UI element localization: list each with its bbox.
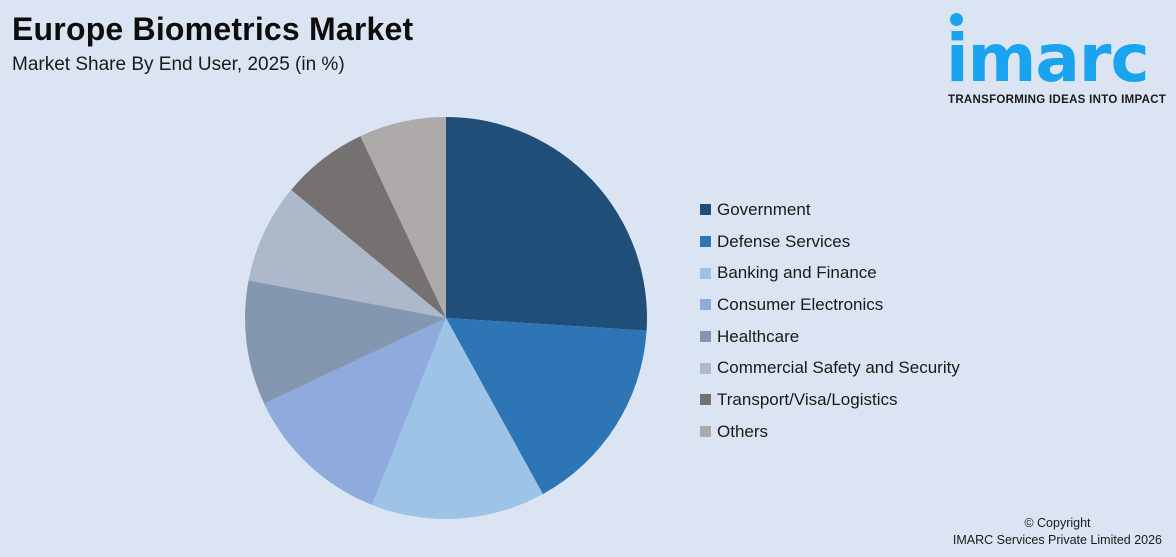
- legend-item: Others: [700, 416, 960, 448]
- pie-slice-transport-visa-logistics: [291, 136, 446, 318]
- legend-label: Banking and Finance: [717, 263, 877, 283]
- legend-label: Government: [717, 199, 811, 219]
- legend-swatch-icon: [700, 331, 711, 343]
- chart-title: Europe Biometrics Market: [12, 11, 414, 47]
- legend-item: Consumer Electronics: [700, 289, 960, 321]
- legend-swatch-icon: [700, 204, 711, 216]
- pie-slice-government: [446, 117, 647, 331]
- copyright-line: © Copyright: [1024, 516, 1091, 530]
- legend-item: Government: [700, 194, 960, 226]
- pie-chart: [245, 117, 647, 519]
- imarc-logo: imarc TRANSFORMING IDEAS INTO IMPACT: [946, 12, 1170, 108]
- legend-label: Defense Services: [717, 231, 851, 251]
- legend-label: Healthcare: [717, 326, 800, 346]
- copyright-company: IMARC Services Private Limited 2026: [952, 533, 1162, 547]
- legend-label: Others: [717, 421, 769, 441]
- logo-tagline: TRANSFORMING IDEAS INTO IMPACT: [948, 94, 1167, 106]
- copyright-notice: © Copyright IMARC Services Private Limit…: [953, 515, 1162, 549]
- pie-slice-consumer-electronics: [264, 318, 446, 505]
- pie-slice-banking-and-finance: [372, 318, 543, 519]
- logo-dot-icon: [950, 13, 963, 26]
- chart-legend: Government Defense Services Banking and Fi…: [700, 194, 960, 448]
- legend-swatch-icon: [700, 426, 711, 438]
- legend-swatch-icon: [700, 299, 711, 311]
- legend-item: Transport/Visa/Logistics: [700, 384, 960, 416]
- legend-label: Consumer Electronics: [717, 294, 884, 314]
- pie-slice-commercial-safety-and-security: [248, 189, 446, 318]
- chart-subtitle: Market Share By End User, 2025 (in %): [12, 54, 345, 75]
- legend-item: Commercial Safety and Security: [700, 352, 960, 384]
- pie-slice-defense-services: [446, 318, 647, 495]
- legend-label: Transport/Visa/Logistics: [717, 389, 898, 409]
- legend-item: Defense Services: [700, 226, 960, 258]
- logo-wordmark: imarc: [946, 20, 1150, 97]
- pie-slice-healthcare: [245, 280, 446, 404]
- legend-swatch-icon: [700, 267, 711, 279]
- legend-swatch-icon: [700, 236, 711, 248]
- legend-swatch-icon: [700, 394, 711, 406]
- legend-label: Commercial Safety and Security: [717, 358, 960, 378]
- legend-swatch-icon: [700, 362, 711, 374]
- legend-item: Banking and Finance: [700, 257, 960, 289]
- pie-slice-others: [360, 117, 446, 318]
- legend-item: Healthcare: [700, 321, 960, 353]
